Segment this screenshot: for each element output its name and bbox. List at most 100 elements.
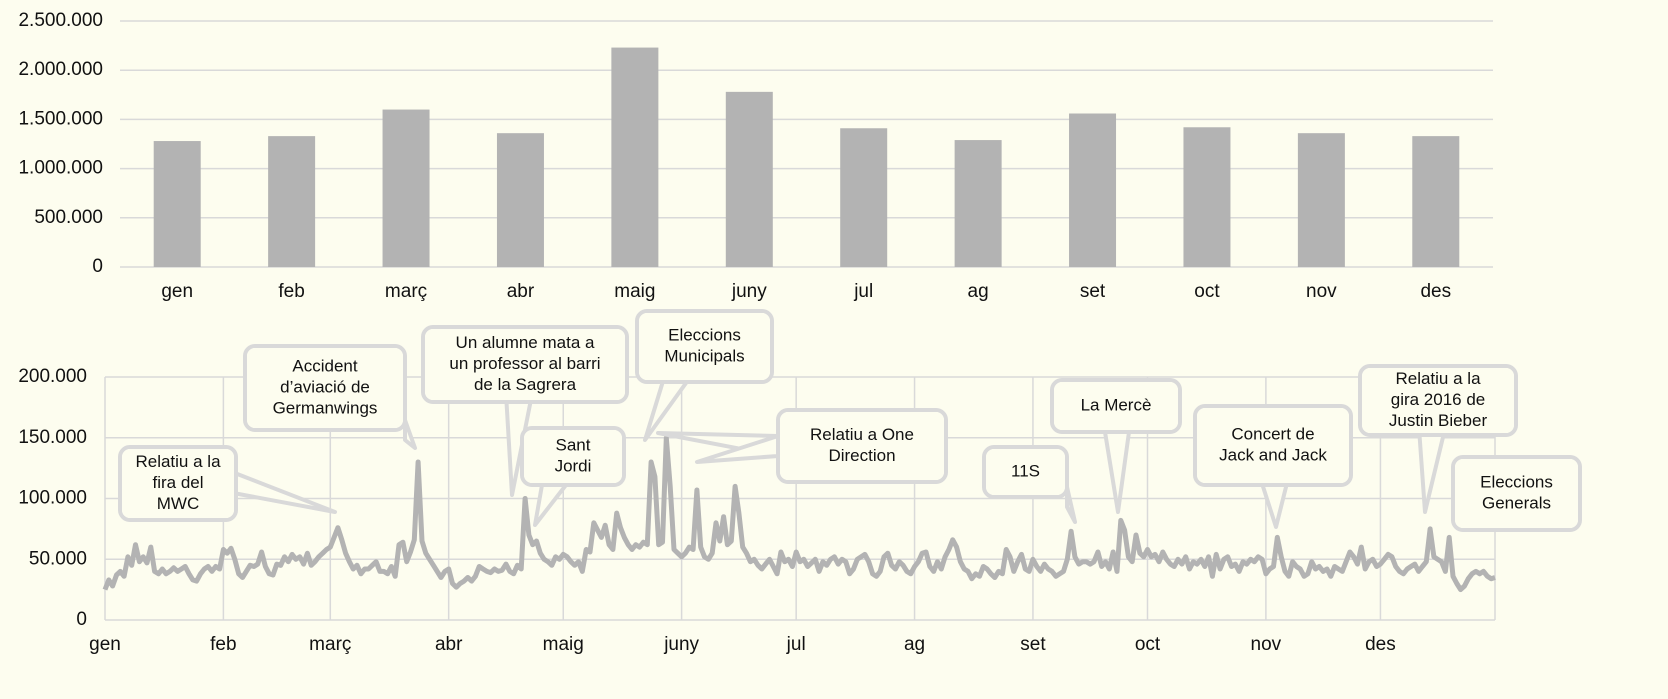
line (102, 435, 1496, 593)
bar (725, 91, 773, 268)
callout-text: La Mercè (1081, 395, 1152, 414)
callout-text: Direction (828, 446, 895, 465)
callout-cover (524, 430, 622, 483)
x-tick-label: abr (507, 281, 535, 302)
callout-cover (1197, 408, 1349, 483)
callout-pointer (1417, 433, 1446, 514)
callout: Un alumne mata a un professor al barri de … (421, 325, 629, 497)
callout-pointer (1065, 485, 1077, 524)
callout: Relatiu a la gira 2016 de Justin Bieber (1358, 364, 1518, 514)
x-tick-label: set (1080, 281, 1106, 302)
callout-text: Relatiu a la (1395, 369, 1481, 388)
y-tick-label: 150.000 (18, 427, 87, 448)
y-tick-label: 50.000 (29, 548, 87, 569)
bar (382, 109, 430, 267)
x-tick-label: gen (89, 634, 121, 655)
x-tick-label: jul (853, 281, 873, 302)
bar (1412, 136, 1460, 267)
bar (268, 136, 316, 267)
callout-text: Justin Bieber (1389, 411, 1488, 430)
bar (496, 133, 544, 267)
callout-cover (1362, 368, 1514, 433)
callout-cover (1455, 459, 1578, 528)
x-tick-label: juny (731, 281, 767, 302)
x-tick-label: nov (1251, 634, 1282, 655)
callout-cover (247, 348, 403, 428)
y-tick-label: 0 (76, 609, 87, 630)
callout-text: Accident (292, 356, 357, 375)
y-tick-label: 0 (92, 256, 103, 277)
callout-cover (425, 329, 625, 400)
callout: La Mercè (1050, 378, 1182, 514)
bar (954, 140, 1002, 267)
y-tick-label: 100.000 (18, 488, 87, 509)
callout-cover (639, 313, 770, 380)
callout-text: Jordi (555, 456, 592, 475)
callout-text: MWC (157, 494, 199, 513)
x-tick-label: març (309, 634, 351, 655)
callout-text: 11S (1011, 461, 1040, 480)
callout-text: d’aviació de (280, 377, 370, 396)
x-tick-label: des (1365, 634, 1396, 655)
x-tick-label: maig (614, 281, 655, 302)
x-tick-label: juny (663, 634, 699, 655)
callout-text: Jack and Jack (1219, 445, 1327, 464)
callout-text: Sant (556, 435, 591, 454)
y-tick-label: 1.000.000 (18, 158, 103, 179)
bar (1183, 127, 1231, 267)
x-tick-label: oct (1194, 281, 1220, 302)
y-tick-label: 200.000 (18, 366, 87, 387)
x-tick-label: oct (1135, 634, 1161, 655)
callout: Accident d’aviació de Germanwings (243, 344, 417, 450)
bar (153, 141, 201, 267)
x-tick-label: març (385, 281, 427, 302)
x-tick-label: abr (435, 634, 463, 655)
bar (840, 128, 888, 267)
y-tick-label: 1.500.000 (18, 108, 103, 129)
callout-cover (986, 449, 1065, 495)
callout: 11S (982, 445, 1077, 524)
callout-text: gira 2016 de (1391, 390, 1486, 409)
x-tick-label: set (1020, 634, 1046, 655)
callout-pointer (403, 418, 417, 450)
y-tick-label: 2.500.000 (18, 10, 103, 31)
callout-text: Generals (1482, 493, 1551, 512)
callout-text: Municipals (664, 346, 744, 365)
callout-cover (1054, 382, 1178, 430)
callout-text: de la Sagrera (474, 375, 577, 394)
y-tick-label: 2.000.000 (18, 59, 103, 80)
x-tick-label: gen (161, 281, 193, 302)
callout-pointer (1103, 430, 1131, 514)
callout: Relatiu a la fira del MWC (118, 445, 337, 522)
callout-text: Un alumne mata a (456, 333, 595, 352)
x-tick-label: nov (1306, 281, 1337, 302)
x-tick-label: jul (786, 634, 806, 655)
bar (1069, 113, 1117, 267)
callout: Eleccions Generals (1451, 455, 1582, 532)
callout-pointer (234, 471, 337, 514)
callout-text: Concert de (1231, 424, 1314, 443)
callout-cover (122, 449, 234, 518)
x-tick-label: feb (278, 281, 304, 302)
callout: Relatiu a One Direction (656, 408, 948, 484)
callout-text: fira del (152, 473, 203, 492)
callout: Sant Jordi (520, 426, 626, 527)
callout: Eleccions Municipals (635, 309, 774, 442)
callout-pointer (533, 483, 568, 527)
callout-text: Germanwings (273, 398, 378, 417)
x-tick-label: maig (543, 634, 584, 655)
x-tick-label: ag (968, 281, 989, 302)
x-tick-label: feb (210, 634, 236, 655)
bar (1297, 133, 1345, 267)
callout-cover (780, 412, 944, 480)
bar (611, 47, 659, 268)
callout-text: Relatiu a la (135, 452, 221, 471)
callout: Concert de Jack and Jack (1193, 404, 1353, 529)
callout-text: Eleccions (1480, 472, 1553, 491)
x-tick-label: des (1420, 281, 1451, 302)
y-tick-label: 500.000 (34, 207, 103, 228)
callout-text: Eleccions (668, 325, 741, 344)
callout-text: un professor al barri (449, 354, 600, 373)
callout-text: Relatiu a One (810, 425, 914, 444)
